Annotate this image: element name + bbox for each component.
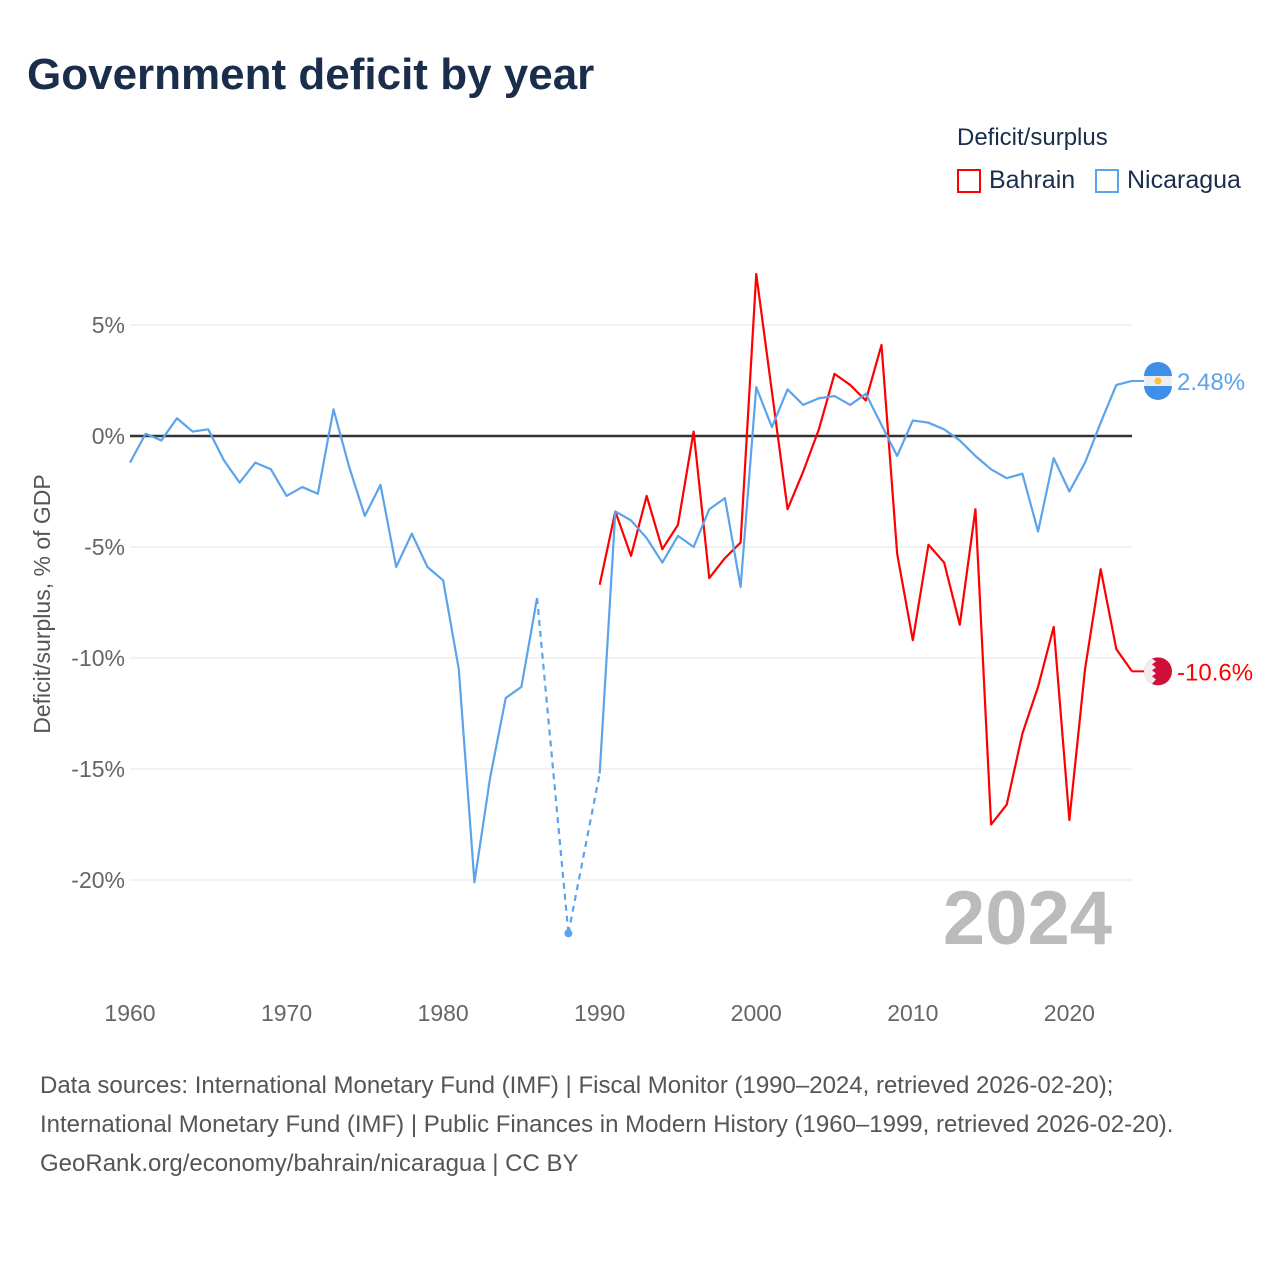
end-value-label-bahrain: -10.6% bbox=[1177, 659, 1253, 686]
y-tick-label: 0% bbox=[92, 423, 125, 449]
gap-dashed-line bbox=[535, 597, 570, 934]
y-tick-label: -10% bbox=[71, 645, 125, 671]
credit-link[interactable]: GeoRank.org/economy/bahrain/nicaragua | … bbox=[40, 1150, 579, 1177]
flag-stripe bbox=[1144, 385, 1172, 400]
data-sources: Data sources: International Monetary Fun… bbox=[40, 1072, 1174, 1138]
x-tick-label: 1990 bbox=[574, 1000, 625, 1026]
x-tick-label: 1970 bbox=[261, 1000, 312, 1026]
legend-label-bahrain: Bahrain bbox=[989, 166, 1076, 194]
y-tick-label: -20% bbox=[71, 867, 125, 893]
page-title: Government deficit by year bbox=[27, 50, 595, 99]
footer: Data sources: International Monetary Fun… bbox=[40, 1066, 1240, 1183]
year-label: 2024 bbox=[943, 876, 1112, 961]
x-tick-label: 1980 bbox=[418, 1000, 469, 1026]
data-point bbox=[564, 929, 573, 938]
legend-swatch-bahrain bbox=[957, 168, 981, 193]
legend-swatch-nicaragua bbox=[1095, 168, 1119, 193]
legend-title: Deficit/surplus bbox=[957, 124, 1108, 151]
series-line-nicaragua bbox=[129, 408, 539, 884]
y-tick-label: -5% bbox=[84, 534, 125, 560]
y-tick-label: 5% bbox=[92, 312, 125, 338]
x-tick-label: 2010 bbox=[887, 1000, 938, 1026]
plot-area: 5% 0% -5% -10% -15% -20% 1960 1970 1980 1990 2000 2… bbox=[29, 272, 1253, 1026]
flag-emblem bbox=[1154, 377, 1162, 385]
x-tick-label: 2000 bbox=[731, 1000, 782, 1026]
series-line-bahrain bbox=[598, 272, 1133, 826]
x-tick-label: 1960 bbox=[104, 1000, 155, 1026]
series-line-nicaragua bbox=[598, 379, 1133, 774]
gap-dashed-line bbox=[567, 773, 601, 934]
legend-item-bahrain[interactable]: Bahrain bbox=[957, 166, 1075, 195]
y-axis-label: Deficit/surplus, % of GDP bbox=[29, 474, 55, 733]
x-tick-label: 2020 bbox=[1044, 1000, 1095, 1026]
flag-serration bbox=[1144, 658, 1156, 684]
legend-item-nicaragua[interactable]: Nicaragua bbox=[1095, 166, 1241, 195]
end-value-label-nicaragua: 2.48% bbox=[1177, 369, 1245, 396]
legend-label-nicaragua: Nicaragua bbox=[1127, 166, 1241, 194]
y-tick-label: -15% bbox=[71, 756, 125, 782]
flag-stripe bbox=[1144, 361, 1172, 376]
